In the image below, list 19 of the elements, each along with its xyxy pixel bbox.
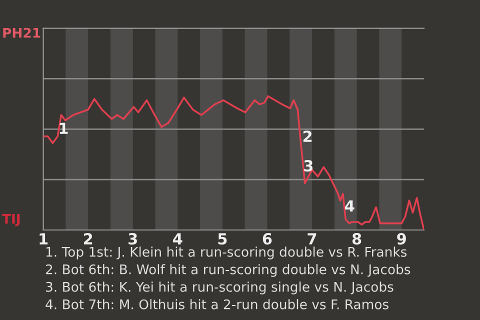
annotation: 1 — [60, 122, 68, 134]
x-tick-label: 8 — [352, 233, 362, 245]
text: 3. Bot 6th: K. Yei hit a run-scoring single vs N. Jacobs — [46, 282, 394, 294]
x-tick-label: 7 — [308, 233, 316, 244]
text: 4. Bot 7th: M. Olthuis hit a 2-run double vs F. Ramos — [46, 299, 388, 310]
annotation: 2 — [303, 130, 312, 142]
x-tick-label: 3 — [128, 233, 137, 245]
x-tick-label: 4 — [173, 233, 182, 244]
text: 2. Bot 6th: B. Wolf hit a run-scoring double vs N. Jacobs — [46, 264, 410, 277]
x-tick-label: 2 — [84, 233, 92, 244]
annotation: 4 — [345, 200, 354, 212]
text: TIJ — [2, 214, 20, 226]
annotation: 3 — [304, 160, 313, 172]
x-tick-label: 1 — [40, 233, 48, 244]
x-tick-label: 9 — [397, 233, 406, 245]
text: 1. Top 1st: J. Klein hit a run-scoring double vs R. Franks — [46, 246, 407, 260]
x-tick-label: 5 — [218, 233, 227, 245]
x-tick-label: 6 — [262, 233, 272, 245]
text: PH21 — [3, 28, 40, 38]
